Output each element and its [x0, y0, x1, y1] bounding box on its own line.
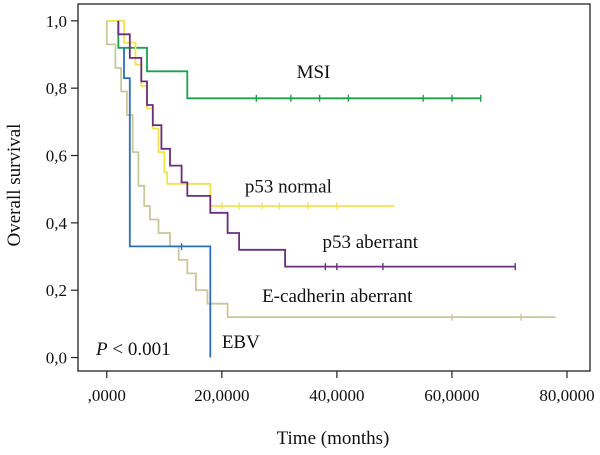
- survival-curve-ebv: [123, 47, 212, 358]
- survival-curve-msi: [117, 20, 481, 100]
- x-tick-label: ,0000: [88, 386, 126, 405]
- y-tick-label: 0,6: [46, 147, 67, 166]
- x-tick-label: 80,0000: [539, 386, 594, 405]
- y-tick-label: 0,8: [46, 79, 67, 98]
- x-axis-title: Time (months): [277, 428, 390, 449]
- survival-curve-p53-aberrant: [117, 20, 516, 268]
- p-value-text: < 0.001: [108, 339, 171, 360]
- series-label-p53-normal: p53 normal: [245, 177, 332, 198]
- series-label-ebv: EBV: [222, 332, 260, 353]
- y-axis-title: Overall survival: [4, 124, 25, 247]
- y-tick-label: 0,2: [46, 281, 67, 300]
- x-tick-label: 60,0000: [424, 386, 479, 405]
- p-value-annotation: P < 0.001: [95, 339, 171, 360]
- x-tick-label: 20,0000: [194, 386, 249, 405]
- y-tick-label: 0,0: [46, 349, 67, 368]
- plot-frame: [77, 3, 591, 372]
- p-value-symbol: P: [95, 339, 108, 360]
- y-tick-label: 1,0: [46, 12, 67, 31]
- y-tick-label: 0,4: [46, 214, 68, 233]
- series-label-msi: MSI: [297, 62, 331, 83]
- series-label-e-cadherin-aberrant: E-cadherin aberrant: [262, 286, 413, 307]
- x-tick-label: 40,0000: [309, 386, 364, 405]
- survival-curve-e-cadherin-aberrant: [105, 20, 556, 318]
- series-label-p53-aberrant: p53 aberrant: [322, 232, 418, 253]
